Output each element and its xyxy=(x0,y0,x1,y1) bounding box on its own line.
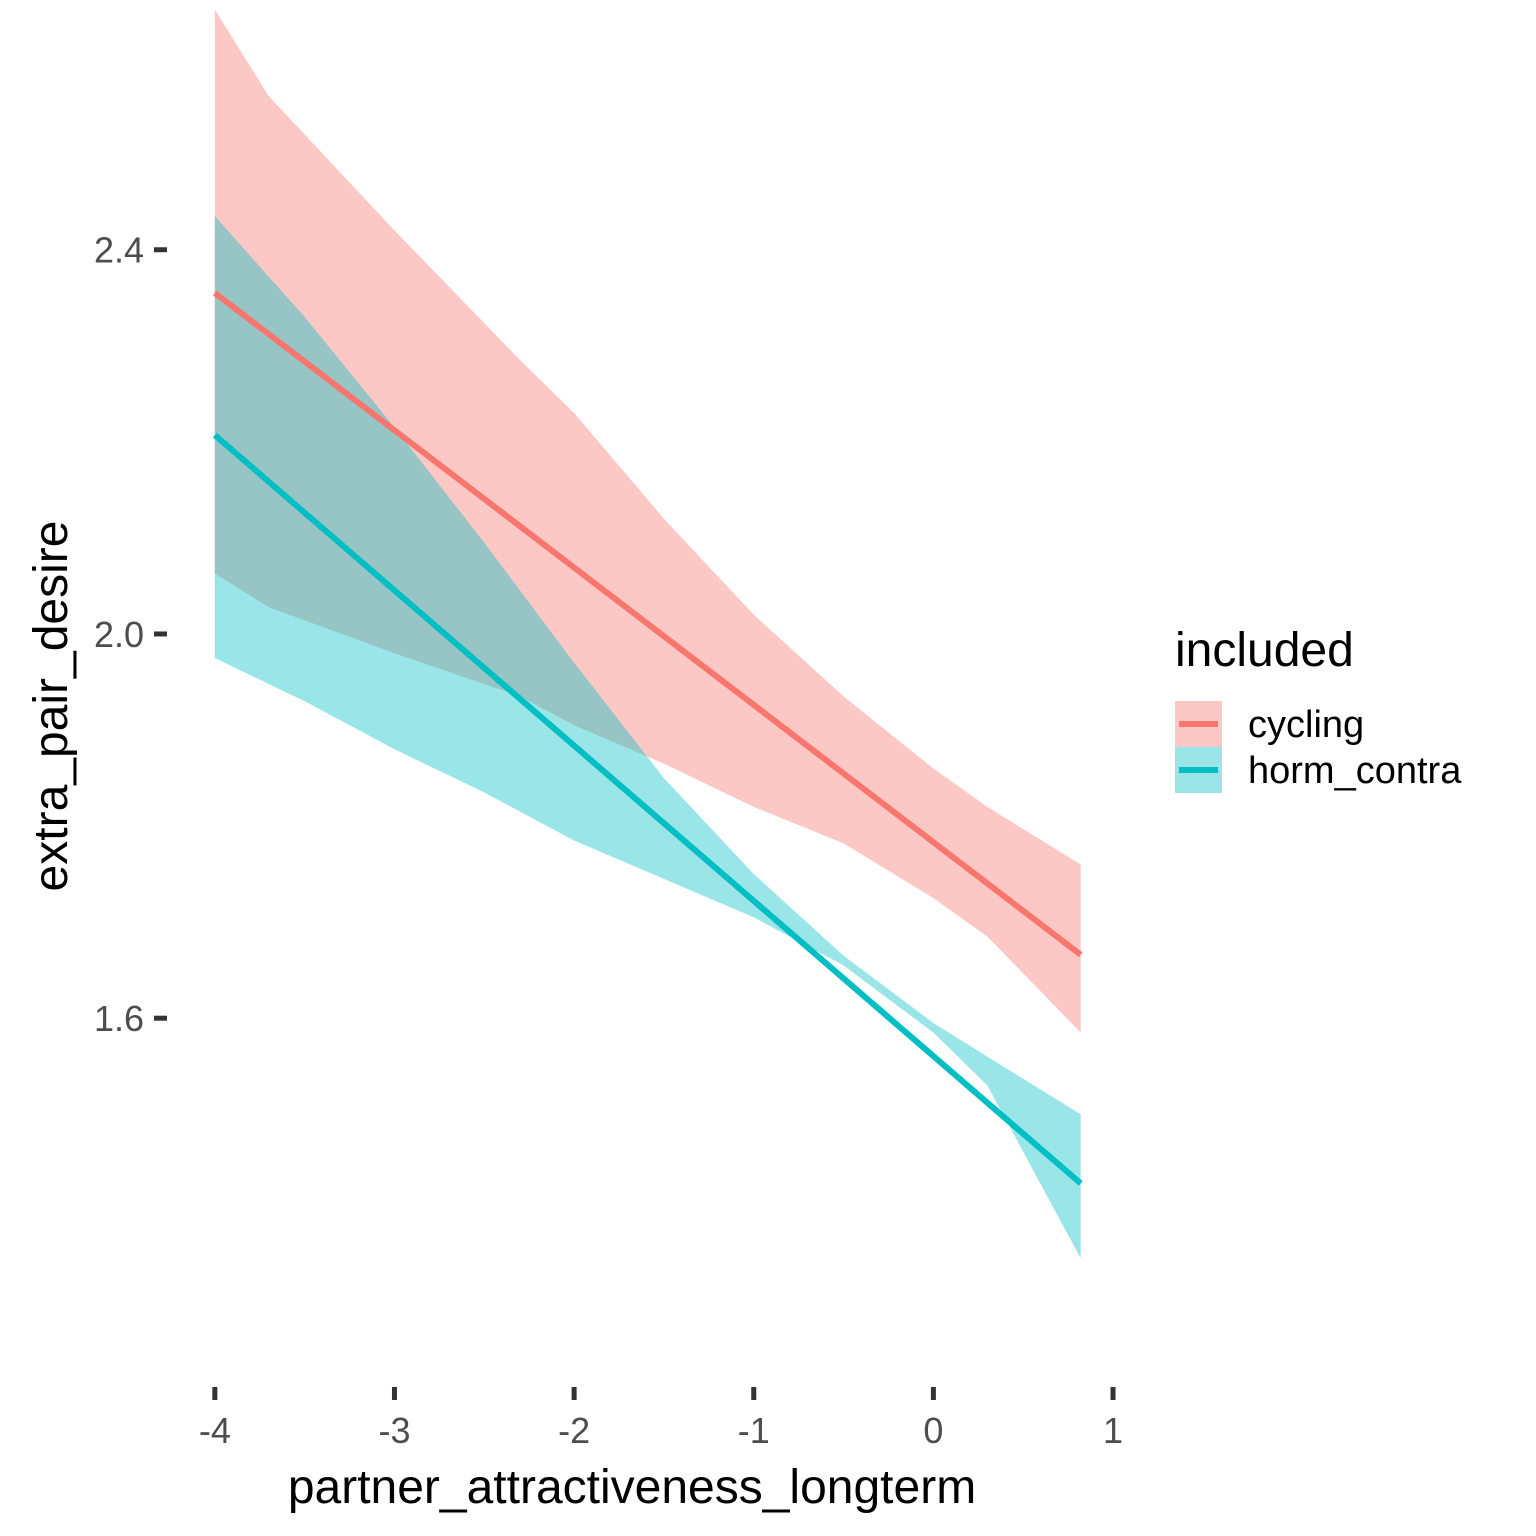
y-tick-label: 1.6 xyxy=(94,998,144,1039)
x-tick-label: -1 xyxy=(738,1410,770,1451)
x-tick-label: -4 xyxy=(199,1410,231,1451)
ribbons-layer xyxy=(214,9,1081,1259)
y-tick-label: 2.0 xyxy=(94,614,144,655)
legend-label-horm_contra: horm_contra xyxy=(1248,750,1462,792)
x-tick-label: 0 xyxy=(923,1410,943,1451)
legend-label-cycling: cycling xyxy=(1248,704,1364,746)
ribbon-cycling xyxy=(214,9,1081,1033)
ribbon-horm_contra xyxy=(214,216,1081,1259)
line-cycling xyxy=(213,290,1083,958)
line-horm_contra xyxy=(212,432,1083,1186)
x-tick-label: 1 xyxy=(1103,1410,1123,1451)
y-axis: 1.6 2.0 2.4 xyxy=(94,230,167,1039)
y-axis-title: extra_pair_desire xyxy=(25,521,78,892)
y-tick-label: 2.4 xyxy=(94,230,144,271)
x-tick-label: -2 xyxy=(558,1410,590,1451)
x-axis-title: partner_attractiveness_longterm xyxy=(288,1461,976,1514)
x-axis: -4 -3 -2 -1 0 1 xyxy=(199,1387,1123,1451)
x-tick-label: -3 xyxy=(378,1410,410,1451)
legend-title: included xyxy=(1175,624,1354,677)
lines-layer xyxy=(212,290,1083,1186)
